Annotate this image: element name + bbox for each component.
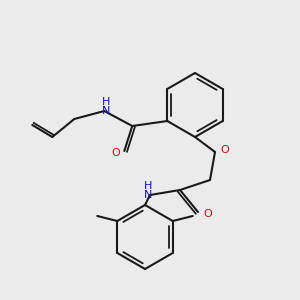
Text: O: O — [203, 209, 212, 219]
Text: N: N — [102, 106, 110, 116]
Text: H: H — [144, 181, 152, 191]
Text: N: N — [144, 190, 152, 200]
Text: O: O — [112, 148, 120, 158]
Text: O: O — [220, 145, 229, 155]
Text: H: H — [102, 97, 110, 107]
